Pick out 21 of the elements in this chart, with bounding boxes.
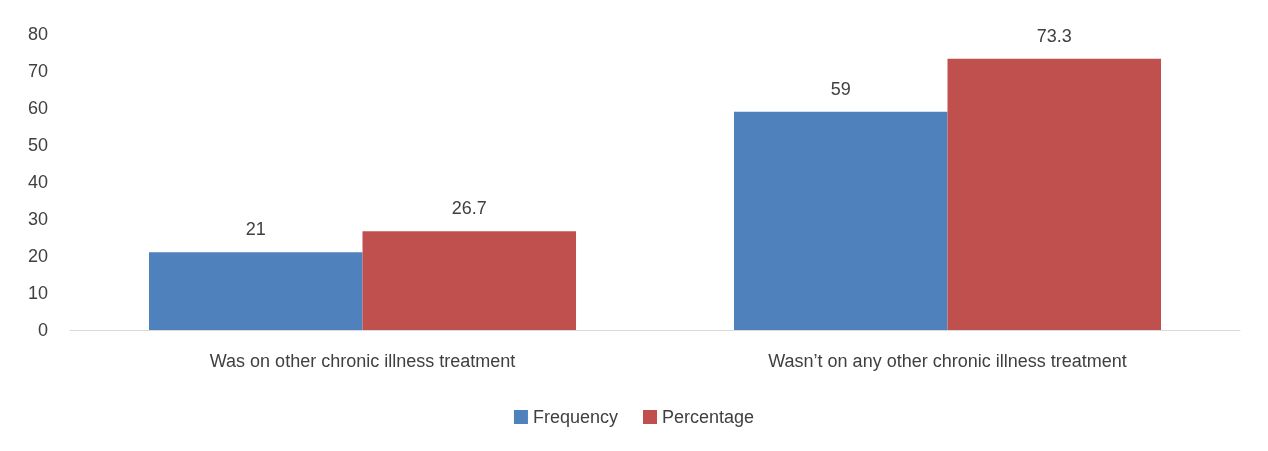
y-tick-label: 10 bbox=[27, 283, 48, 303]
y-tick-label: 60 bbox=[27, 98, 48, 118]
data-label: 73.3 bbox=[1036, 25, 1072, 46]
y-tick-label: 70 bbox=[27, 61, 48, 81]
bar bbox=[148, 252, 363, 330]
y-tick-label: 40 bbox=[27, 172, 48, 192]
data-label: 26.7 bbox=[451, 198, 487, 219]
y-tick-label: 50 bbox=[27, 135, 48, 155]
x-tick-label: Was on other chronic illness treatment bbox=[209, 351, 516, 371]
data-label: 21 bbox=[245, 219, 266, 240]
legend-label: Percentage bbox=[661, 407, 755, 427]
data-label: 59 bbox=[830, 78, 851, 99]
y-tick-label: 30 bbox=[27, 209, 48, 229]
x-tick-label: Wasn’t on any other chronic illness treatment bbox=[768, 351, 1127, 371]
legend-label: Frequency bbox=[532, 407, 618, 427]
bar bbox=[947, 58, 1162, 330]
y-tick-label: 0 bbox=[37, 320, 48, 340]
y-tick-label: 20 bbox=[27, 246, 48, 266]
y-tick-label: 80 bbox=[27, 24, 48, 44]
bar bbox=[733, 111, 948, 330]
bar bbox=[362, 231, 577, 330]
